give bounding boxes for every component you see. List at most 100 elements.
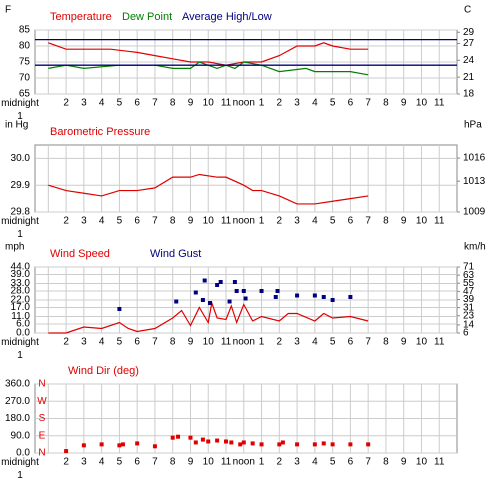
data-point: [64, 449, 69, 454]
data-point: [275, 289, 280, 293]
data-point: [280, 440, 285, 445]
x-tick-label: 10: [416, 98, 428, 109]
data-point: [312, 293, 317, 298]
x-tick-label: midnight 1: [1, 337, 39, 361]
x-tick-label: 5: [117, 457, 123, 468]
y-axis-label: mph: [5, 242, 24, 253]
y2-tick-label: 6: [463, 328, 469, 339]
y2-tick-label: 55: [463, 278, 475, 289]
data-point: [188, 435, 193, 440]
x-tick-label: 10: [203, 98, 215, 109]
y2-tick-label: 14: [463, 320, 475, 331]
data-point: [120, 442, 125, 447]
y2-axis-label: hPa: [464, 120, 482, 131]
x-tick-label: 6: [134, 337, 140, 348]
y-axis-label: in Hg: [5, 120, 28, 131]
x-tick-label: 4: [99, 457, 105, 468]
data-point: [273, 295, 278, 299]
data-point: [206, 439, 211, 444]
x-tick-label: 11: [434, 337, 445, 348]
x-tick-label: 6: [348, 457, 354, 468]
x-tick-label: 5: [330, 337, 336, 348]
data-point: [348, 442, 353, 447]
x-tick-label: 4: [99, 337, 105, 348]
y2-axis-label: C: [464, 5, 471, 16]
data-point: [348, 295, 353, 299]
x-tick-label: 11: [221, 457, 232, 468]
y-tick-label: 80: [19, 41, 31, 52]
x-tick-label: 6: [134, 457, 140, 468]
y-tick-label: 6.0: [16, 319, 30, 330]
data-point: [321, 441, 326, 446]
x-tick-label: 3: [294, 98, 300, 109]
data-point: [366, 442, 371, 447]
x-tick-label: 10: [203, 457, 215, 468]
data-point: [117, 307, 122, 311]
y-tick-label: 180.0: [5, 413, 30, 424]
x-tick-label: 5: [117, 337, 123, 348]
x-tick-label: 11: [221, 337, 232, 348]
legend-entry: Barometric Pressure: [50, 126, 150, 138]
direction-label: N: [38, 448, 45, 459]
x-tick-label: 3: [81, 337, 87, 348]
x-tick-label: 8: [170, 457, 176, 468]
x-tick-label: 11: [434, 457, 445, 468]
y-tick-label: 44.0: [11, 262, 31, 273]
x-tick-label: 4: [312, 337, 318, 348]
x-tick-label: 9: [188, 98, 194, 109]
y2-tick-label: 23: [463, 310, 475, 321]
data-point: [227, 299, 232, 304]
direction-label: E: [39, 430, 46, 441]
data-point: [224, 439, 229, 444]
x-tick-label: 7: [152, 216, 158, 227]
x-tick-label: 7: [365, 216, 371, 227]
data-point: [200, 437, 205, 442]
y-tick-label: 11.0: [11, 311, 30, 322]
data-point: [208, 301, 213, 305]
data-point: [218, 280, 223, 284]
x-tick-label: 2: [277, 337, 283, 348]
x-tick-label: 7: [152, 98, 158, 109]
data-point: [193, 440, 198, 445]
y-tick-label: 90.0: [11, 430, 31, 441]
y2-axis-label: km/h: [464, 242, 486, 253]
data-point: [170, 435, 175, 440]
y-tick-label: 0.0: [16, 448, 30, 459]
y2-tick-label: 24: [463, 55, 475, 66]
x-tick-label: 10: [416, 337, 428, 348]
x-tick-label: 11: [434, 98, 445, 109]
y2-tick-label: 63: [463, 270, 475, 281]
y-tick-label: 75: [19, 57, 31, 68]
y-tick-label: 29.8: [11, 207, 31, 218]
data-point: [295, 293, 300, 298]
y-tick-label: 28.0: [11, 286, 31, 297]
y-tick-label: 30.0: [11, 153, 31, 164]
x-tick-label: 7: [152, 457, 158, 468]
y2-tick-label: 1009: [463, 207, 486, 218]
x-tick-label: 8: [383, 337, 389, 348]
direction-label: N: [38, 379, 45, 390]
x-tick-label: 2: [63, 337, 69, 348]
legend-entry: Wind Speed: [50, 248, 110, 260]
x-tick-label: 9: [401, 457, 407, 468]
x-tick-label: noon: [233, 337, 255, 348]
data-point: [215, 438, 220, 443]
data-point: [215, 283, 220, 287]
x-tick-label: 7: [365, 98, 371, 109]
y2-tick-label: 39: [463, 294, 475, 305]
x-tick-label: 9: [188, 337, 194, 348]
data-point: [174, 299, 179, 304]
data-point: [176, 434, 181, 439]
x-tick-label: 2: [63, 216, 69, 227]
x-tick-label: 1: [259, 457, 265, 468]
data-point: [241, 289, 246, 293]
data-point: [193, 290, 198, 295]
data-point: [312, 442, 317, 447]
x-tick-label: noon: [233, 457, 255, 468]
x-tick-label: noon: [233, 98, 255, 109]
x-tick-label: 3: [81, 216, 87, 227]
x-tick-label: 2: [277, 98, 283, 109]
legend-entry: Average High/Low: [182, 11, 272, 23]
x-tick-label: 9: [401, 216, 407, 227]
